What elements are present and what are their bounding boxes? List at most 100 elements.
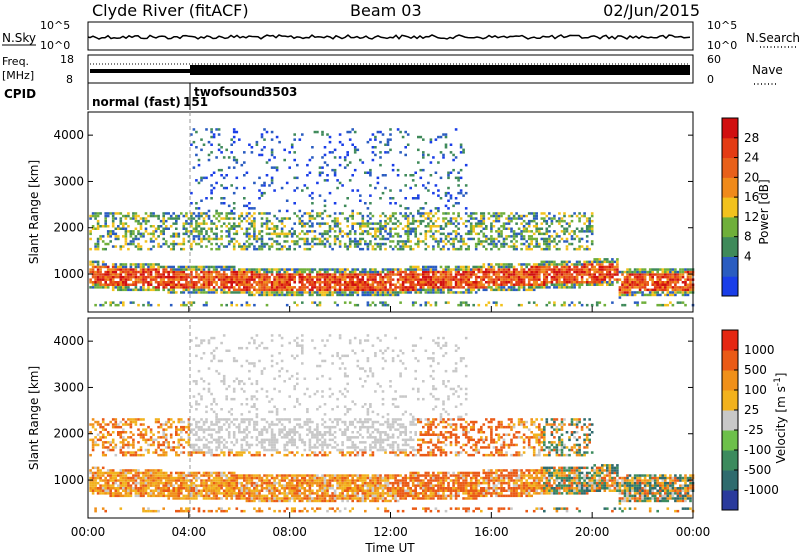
heatmap-cell (490, 265, 493, 269)
heatmap-cell (401, 288, 405, 292)
heatmap-cell (89, 230, 92, 233)
heatmap-cell (280, 230, 284, 233)
heatmap-cell (119, 281, 123, 284)
heatmap-cell (245, 301, 249, 304)
heatmap-cell (132, 268, 135, 271)
heatmap-cell (268, 291, 271, 294)
heatmap-cell (167, 484, 170, 487)
heatmap-cell (106, 423, 110, 426)
heatmap-cell (434, 291, 438, 294)
heatmap-cell (306, 186, 309, 190)
heatmap-cell (532, 268, 536, 271)
heatmap-cell (290, 146, 294, 149)
heatmap-cell (684, 268, 687, 271)
heatmap-cell (215, 209, 218, 213)
heatmap-cell (265, 286, 269, 289)
heatmap-cell (648, 268, 652, 271)
heatmap-cell (520, 230, 523, 233)
heatmap-cell (273, 275, 276, 279)
heatmap-cell (180, 268, 183, 271)
heatmap-cell (149, 443, 153, 447)
heatmap-cell (167, 481, 170, 485)
heatmap-cell (321, 212, 324, 215)
heatmap-cell (563, 240, 566, 243)
heatmap-cell (384, 273, 387, 276)
heatmap-cell (623, 281, 627, 284)
heatmap-cell (462, 151, 465, 154)
heatmap-cell (656, 291, 659, 294)
heatmap-cell (195, 268, 198, 271)
heatmap-cell (474, 265, 478, 269)
heatmap-cell (361, 286, 365, 289)
heatmap-cell (487, 286, 491, 289)
heatmap-cell (99, 268, 102, 271)
heatmap-cell (464, 163, 468, 167)
heatmap-cell (190, 191, 193, 195)
heatmap-cell (308, 214, 312, 218)
heatmap-cell (500, 270, 503, 274)
heatmap-cell (616, 278, 619, 281)
heatmap-cell (270, 227, 274, 230)
heatmap-cell (230, 240, 233, 243)
heatmap-cell (401, 240, 405, 243)
heatmap-cell (333, 283, 337, 286)
heatmap-cell (142, 286, 145, 289)
heatmap-cell (464, 281, 468, 284)
heatmap-cell (464, 268, 468, 271)
heatmap-cell (454, 235, 458, 238)
heatmap-cell (351, 240, 354, 243)
heatmap-cell (399, 189, 402, 192)
heatmap-cell (89, 479, 92, 482)
heatmap-cell (512, 237, 516, 241)
heatmap-cell (278, 232, 281, 236)
heatmap-cell (520, 273, 523, 276)
heatmap-cell (565, 270, 569, 274)
heatmap-cell (452, 278, 455, 281)
heatmap-cell (293, 202, 296, 205)
heatmap-cell (225, 212, 228, 215)
heatmap-cell (248, 268, 251, 271)
heatmap-cell (679, 268, 682, 271)
heatmap-cell (419, 232, 423, 236)
heatmap-cell (207, 235, 211, 238)
heatmap-cell (212, 214, 216, 218)
heatmap-cell (636, 270, 639, 274)
heatmap-cell (144, 448, 148, 452)
heatmap-cell (454, 291, 458, 294)
heatmap-cell (467, 232, 470, 236)
heatmap-cell (321, 133, 324, 136)
heatmap-cell (371, 146, 375, 149)
heatmap-cell (162, 428, 165, 431)
heatmap-cell (164, 268, 168, 271)
heatmap-cell (149, 509, 153, 513)
heatmap-cell (243, 270, 246, 274)
heatmap-cell (142, 507, 145, 510)
heatmap-cell (285, 291, 289, 294)
heatmap-cell (457, 247, 460, 251)
heatmap-cell (248, 293, 251, 297)
heatmap-cell (187, 474, 191, 477)
heatmap-cell (124, 479, 128, 482)
heatmap-cell (137, 230, 140, 233)
heatmap-cell (434, 283, 438, 286)
heatmap-cell (132, 217, 135, 220)
heatmap-cell (384, 291, 387, 294)
heatmap-cell (444, 135, 448, 139)
heatmap-cell (427, 301, 430, 304)
heatmap-cell (318, 288, 322, 292)
heatmap-cell (437, 207, 440, 210)
heatmap-cell (417, 209, 420, 213)
heatmap-cell (522, 273, 526, 276)
heatmap-cell (497, 247, 501, 251)
heatmap-cell (374, 232, 377, 236)
heatmap-cell (265, 270, 269, 274)
heatmap-cell (149, 283, 153, 286)
heatmap-cell (134, 487, 138, 490)
heatmap-cell (253, 217, 256, 220)
heatmap-cell (187, 291, 191, 294)
heatmap-cell (169, 492, 173, 495)
heatmap-cell (235, 275, 239, 279)
heatmap-cell (109, 283, 112, 286)
heatmap-cell (273, 156, 276, 159)
heatmap-cell (427, 286, 430, 289)
